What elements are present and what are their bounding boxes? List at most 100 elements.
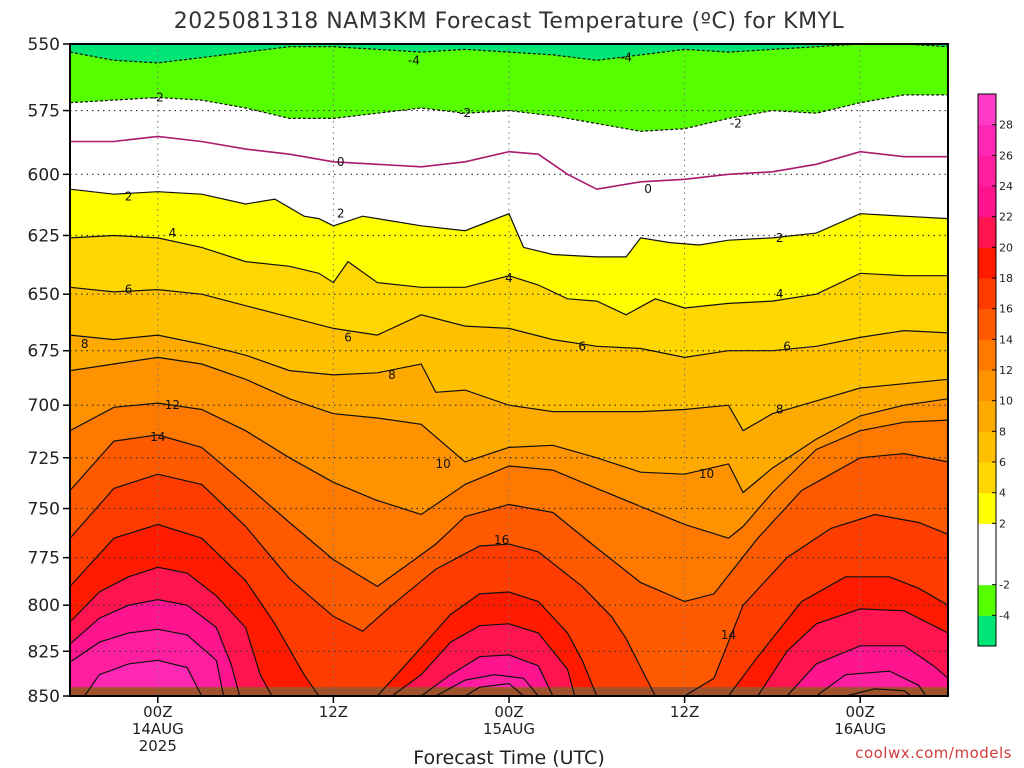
y-tick-label: 675 bbox=[28, 342, 60, 362]
x-tick-label: 2025 bbox=[139, 737, 177, 755]
y-tick-label: 725 bbox=[28, 449, 60, 469]
colorbar-swatch bbox=[978, 523, 996, 555]
warm-core-fill bbox=[84, 660, 202, 696]
y-axis: 550 575 600 625 650 675 700 725 750 775 800 825 850 bbox=[28, 35, 70, 707]
y-tick-label: 650 bbox=[28, 285, 60, 305]
y-tick-label: 600 bbox=[28, 165, 60, 185]
contour-labels: -4 -4 -2 -2 -2 0 0 2 2 2 4 4 4 6 6 6 6 8 8 8 10 10 12 14 14 16 bbox=[81, 51, 791, 642]
contour-label: 12 bbox=[165, 398, 180, 412]
contour-label: 8 bbox=[388, 368, 396, 382]
contour-label: 4 bbox=[776, 287, 784, 301]
colorbar-swatch bbox=[978, 400, 996, 432]
colorbar-tick-label: 28 bbox=[999, 119, 1013, 132]
contour-label: 6 bbox=[125, 283, 133, 297]
filled-contours bbox=[70, 44, 948, 696]
colorbar-tick-label: 22 bbox=[999, 211, 1013, 224]
colorbar-tick-label: 12 bbox=[999, 364, 1013, 377]
colorbar-swatch bbox=[978, 186, 996, 218]
y-tick-label: 800 bbox=[28, 596, 60, 616]
colorbar-tick-label: 10 bbox=[999, 395, 1013, 408]
colorbar-tick-label: 18 bbox=[999, 272, 1013, 285]
x-tick-label: 12Z bbox=[670, 703, 699, 721]
contour-line bbox=[70, 473, 948, 696]
contour-line bbox=[70, 628, 225, 696]
contour-line bbox=[815, 670, 927, 696]
colorbar-swatch bbox=[978, 554, 996, 586]
y-tick-label: 750 bbox=[28, 500, 60, 520]
contour-line bbox=[845, 688, 912, 696]
colorbar-swatch bbox=[978, 247, 996, 279]
colorbar-swatch bbox=[978, 339, 996, 371]
contour-line bbox=[70, 566, 273, 696]
credit-text: coolwx.com/models bbox=[855, 744, 1012, 762]
contour-label: -2 bbox=[152, 90, 164, 104]
y-tick-label: 775 bbox=[28, 549, 60, 569]
contour-line bbox=[70, 402, 948, 539]
contour-label: -2 bbox=[730, 117, 742, 131]
contour-label: 8 bbox=[81, 337, 89, 351]
colorbar-swatch bbox=[978, 584, 996, 616]
contour-label: 14 bbox=[150, 430, 165, 444]
contour-label: 8 bbox=[776, 402, 784, 416]
colorbar-swatch bbox=[978, 462, 996, 494]
contour-line bbox=[420, 654, 554, 696]
colorbar-tick-label: -4 bbox=[999, 609, 1010, 622]
colorbar-tick-label: 24 bbox=[999, 180, 1013, 193]
colorbar-tick-label: 8 bbox=[999, 425, 1006, 438]
contour-label: -4 bbox=[408, 53, 420, 67]
contour-line bbox=[786, 645, 948, 696]
x-tick-label: 12Z bbox=[319, 703, 348, 721]
contour-label: 10 bbox=[699, 467, 714, 481]
x-axis-label: Forecast Time (UTC) bbox=[413, 747, 604, 768]
contour-line bbox=[391, 623, 576, 696]
x-tick-label: 14AUG bbox=[132, 720, 184, 738]
colorbar-swatch bbox=[978, 278, 996, 310]
contour-line bbox=[70, 523, 320, 696]
contour-line bbox=[70, 94, 948, 132]
chart-title: 2025081318 NAM3KM Forecast Temperature (… bbox=[174, 9, 845, 34]
y-tick-label: 825 bbox=[28, 642, 60, 662]
colorbar-swatch bbox=[978, 492, 996, 524]
colorbar-tick-label: 26 bbox=[999, 149, 1013, 162]
colorbar-tick-label: 20 bbox=[999, 241, 1013, 254]
contour-lines bbox=[70, 44, 948, 696]
contour-label: -4 bbox=[620, 51, 632, 65]
contour-label: 0 bbox=[337, 155, 345, 169]
colorbar-tick-label: 2 bbox=[999, 517, 1006, 530]
contour-line bbox=[70, 598, 241, 696]
contour-line bbox=[70, 334, 948, 432]
colorbar-swatch bbox=[978, 308, 996, 340]
y-tick-label: 550 bbox=[28, 35, 60, 55]
contour-line bbox=[70, 356, 948, 494]
contour-label: -2 bbox=[459, 106, 471, 120]
colorbar-swatch bbox=[978, 431, 996, 463]
contour-line bbox=[70, 44, 948, 64]
colorbar-swatch bbox=[978, 94, 996, 126]
contour-label: 0 bbox=[644, 182, 652, 196]
colorbar-tick-label: 4 bbox=[999, 487, 1006, 500]
contour-label: 6 bbox=[783, 339, 791, 353]
colorbar-tick-label: 16 bbox=[999, 303, 1013, 316]
contour-label: 2 bbox=[776, 231, 784, 245]
contour-line bbox=[70, 135, 948, 191]
fill-region bbox=[70, 44, 948, 63]
colorbar-tick-label: 6 bbox=[999, 456, 1006, 469]
contour-label: 4 bbox=[169, 226, 177, 240]
contour-line bbox=[84, 659, 203, 696]
contour-label: 4 bbox=[505, 271, 513, 285]
contour-line bbox=[70, 286, 948, 359]
terrain-band bbox=[70, 687, 948, 696]
y-tick-label: 850 bbox=[28, 687, 60, 707]
colorbar-swatch bbox=[978, 615, 996, 647]
contour-line bbox=[464, 682, 524, 696]
contour-label: 2 bbox=[337, 207, 345, 221]
contour-line bbox=[376, 591, 598, 696]
x-tick-label: 15AUG bbox=[483, 720, 535, 738]
contour-label: 2 bbox=[125, 190, 133, 204]
contour-line bbox=[70, 234, 948, 316]
contour-line bbox=[435, 674, 539, 696]
x-tick-label: 16AUG bbox=[834, 720, 886, 738]
